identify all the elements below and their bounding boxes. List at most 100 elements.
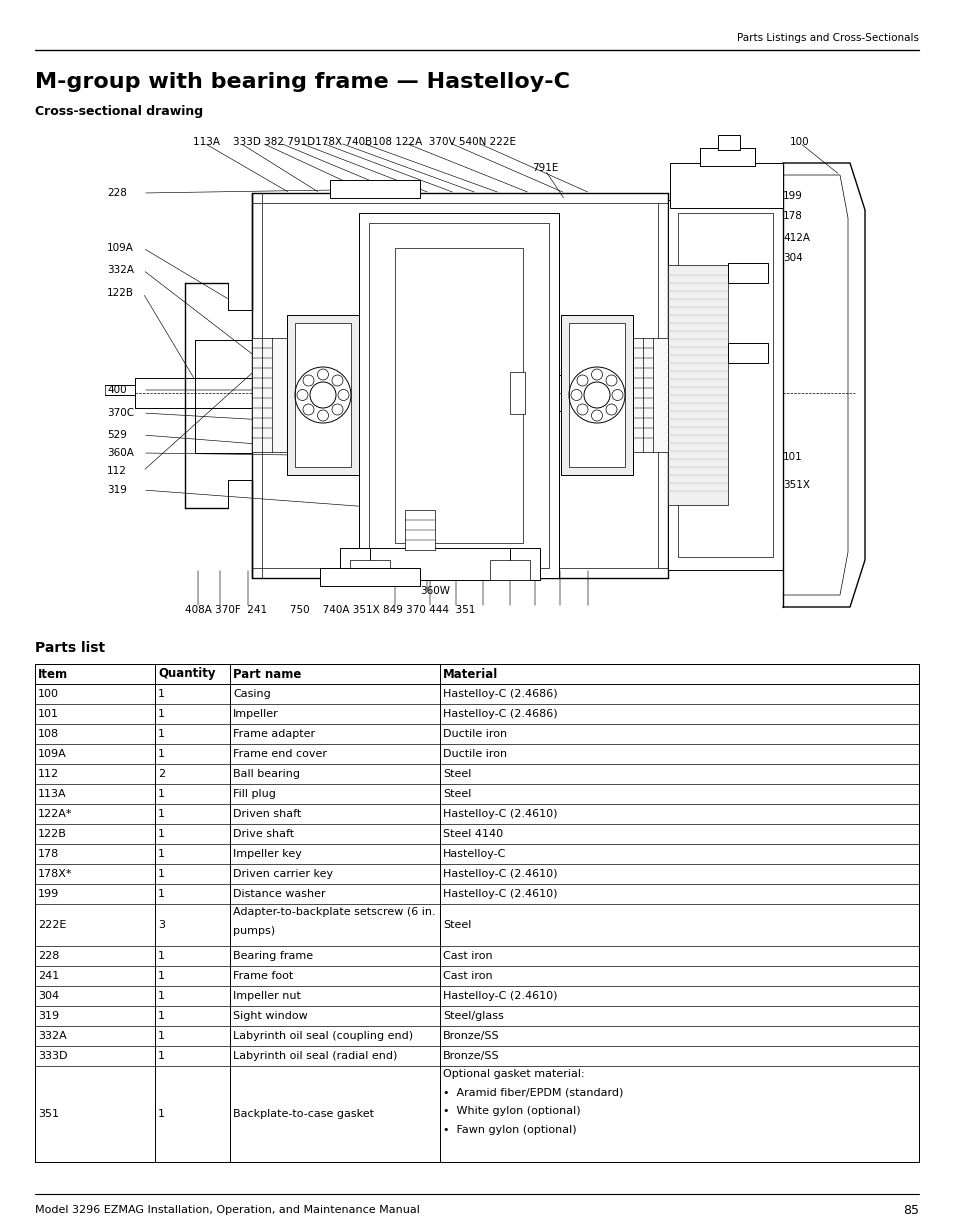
Bar — [667, 200, 782, 571]
Text: 1: 1 — [158, 951, 165, 961]
Text: Item: Item — [38, 667, 68, 681]
Bar — [405, 510, 435, 550]
Text: 178X*: 178X* — [38, 869, 72, 879]
Text: 332A: 332A — [38, 1031, 67, 1040]
Bar — [330, 180, 419, 198]
Text: 400: 400 — [107, 385, 127, 395]
Bar — [252, 337, 287, 452]
Text: 100: 100 — [789, 137, 809, 147]
Text: Steel: Steel — [442, 920, 471, 930]
Bar — [669, 163, 782, 209]
Text: 199: 199 — [782, 191, 802, 201]
Text: Casing: Casing — [233, 690, 271, 699]
Text: 85: 85 — [902, 1204, 918, 1216]
Text: Quantity: Quantity — [158, 667, 215, 681]
Text: Frame end cover: Frame end cover — [233, 748, 327, 760]
Text: 319: 319 — [107, 485, 127, 494]
Text: 1: 1 — [158, 849, 165, 859]
Text: 1: 1 — [158, 748, 165, 760]
Bar — [350, 560, 390, 580]
Text: 351X: 351X — [782, 480, 809, 490]
Text: Parts list: Parts list — [35, 640, 105, 655]
Text: 1: 1 — [158, 991, 165, 1001]
Text: Sight window: Sight window — [233, 1011, 308, 1021]
Text: Cast iron: Cast iron — [442, 971, 492, 982]
Text: 1: 1 — [158, 869, 165, 879]
Text: 1: 1 — [158, 1052, 165, 1061]
Text: 1: 1 — [158, 729, 165, 739]
Text: Material: Material — [442, 667, 497, 681]
Text: 408A 370F  241       750    740A 351X 849 370 444  351: 408A 370F 241 750 740A 351X 849 370 444 … — [185, 605, 475, 615]
Text: Bearing frame: Bearing frame — [233, 951, 313, 961]
Text: Driven carrier key: Driven carrier key — [233, 869, 333, 879]
Text: Hastelloy-C: Hastelloy-C — [442, 849, 506, 859]
Text: Bronze/SS: Bronze/SS — [442, 1031, 499, 1040]
Text: 109A: 109A — [107, 243, 133, 253]
Text: 304: 304 — [782, 253, 801, 263]
Bar — [700, 148, 754, 166]
Bar — [633, 337, 667, 452]
Text: 1: 1 — [158, 1109, 165, 1119]
Text: 222E: 222E — [38, 920, 67, 930]
Bar — [339, 548, 539, 580]
Text: Hastelloy-C (2.4610): Hastelloy-C (2.4610) — [442, 991, 557, 1001]
Text: •  White gylon (optional): • White gylon (optional) — [442, 1107, 580, 1117]
Text: 332A: 332A — [107, 265, 133, 275]
Text: 100: 100 — [38, 690, 59, 699]
Bar — [369, 223, 548, 568]
Bar — [727, 263, 767, 283]
Text: 178: 178 — [782, 211, 802, 221]
Text: 1: 1 — [158, 1011, 165, 1021]
Text: Impeller: Impeller — [233, 709, 278, 719]
Text: •  Aramid fiber/EPDM (standard): • Aramid fiber/EPDM (standard) — [442, 1087, 622, 1098]
Text: 319: 319 — [38, 1011, 59, 1021]
Text: 1: 1 — [158, 1031, 165, 1040]
Text: Ductile iron: Ductile iron — [442, 729, 507, 739]
Text: 178: 178 — [38, 849, 59, 859]
Text: 1: 1 — [158, 809, 165, 818]
Text: 199: 199 — [38, 890, 59, 899]
Text: 304: 304 — [38, 991, 59, 1001]
Text: 108: 108 — [38, 729, 59, 739]
Bar — [490, 560, 530, 580]
Bar — [35, 664, 918, 1162]
Bar — [319, 568, 419, 587]
Text: 529: 529 — [107, 429, 127, 440]
Text: 2: 2 — [158, 769, 165, 779]
Text: Labyrinth oil seal (coupling end): Labyrinth oil seal (coupling end) — [233, 1031, 413, 1040]
Bar — [358, 213, 558, 578]
Text: Adapter-to-backplate setscrew (6 in.: Adapter-to-backplate setscrew (6 in. — [233, 907, 436, 917]
Text: 791E: 791E — [532, 163, 558, 173]
Text: 351: 351 — [38, 1109, 59, 1119]
Text: 228: 228 — [107, 188, 127, 198]
Text: 122B: 122B — [107, 288, 133, 298]
Text: Hastelloy-C (2.4610): Hastelloy-C (2.4610) — [442, 869, 557, 879]
Text: 360A: 360A — [107, 448, 133, 458]
Text: Backplate-to-case gasket: Backplate-to-case gasket — [233, 1109, 374, 1119]
Text: 113A    333D 382 791D178X 740B108 122A  370V 540N 222E: 113A 333D 382 791D178X 740B108 122A 370V… — [193, 137, 516, 147]
Text: Cross-sectional drawing: Cross-sectional drawing — [35, 106, 203, 119]
Text: 412A: 412A — [782, 233, 809, 243]
Text: 1: 1 — [158, 971, 165, 982]
Text: 1: 1 — [158, 690, 165, 699]
Text: 109A: 109A — [38, 748, 67, 760]
Text: Parts Listings and Cross-Sectionals: Parts Listings and Cross-Sectionals — [737, 33, 918, 43]
Text: 241: 241 — [38, 971, 59, 982]
Text: Labyrinth oil seal (radial end): Labyrinth oil seal (radial end) — [233, 1052, 397, 1061]
Text: Impeller nut: Impeller nut — [233, 991, 300, 1001]
Text: 3: 3 — [158, 920, 165, 930]
Bar — [667, 265, 727, 506]
Text: Ductile iron: Ductile iron — [442, 748, 507, 760]
Text: Hastelloy-C (2.4610): Hastelloy-C (2.4610) — [442, 809, 557, 818]
Text: Distance washer: Distance washer — [233, 890, 325, 899]
Text: Steel: Steel — [442, 789, 471, 799]
Bar — [395, 248, 522, 544]
Bar — [727, 344, 767, 363]
Text: Hastelloy-C (2.4686): Hastelloy-C (2.4686) — [442, 690, 558, 699]
Text: Driven shaft: Driven shaft — [233, 809, 301, 818]
Text: pumps): pumps) — [233, 925, 274, 936]
Bar — [510, 372, 524, 413]
Text: 122A*: 122A* — [38, 809, 72, 818]
Text: Steel 4140: Steel 4140 — [442, 829, 502, 839]
Text: 101: 101 — [38, 709, 59, 719]
